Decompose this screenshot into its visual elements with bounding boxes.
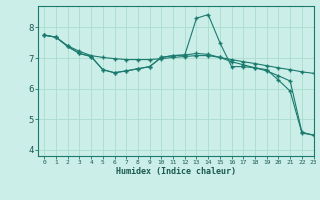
X-axis label: Humidex (Indice chaleur): Humidex (Indice chaleur) bbox=[116, 167, 236, 176]
